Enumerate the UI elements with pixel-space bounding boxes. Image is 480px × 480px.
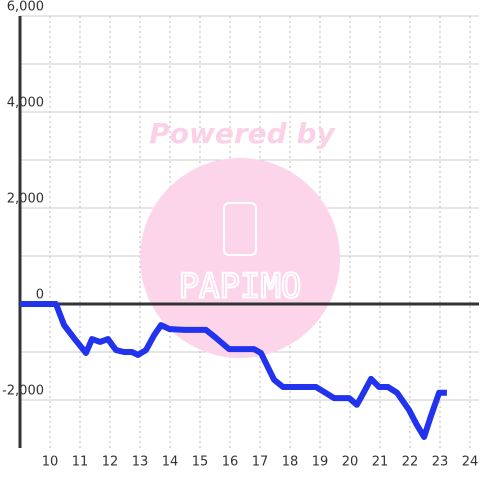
x-tick-label: 19	[312, 455, 329, 470]
watermark-icon	[223, 202, 257, 256]
x-tick-label: 10	[42, 455, 59, 470]
x-tick-label: 15	[192, 455, 209, 470]
x-tick-label: 23	[432, 455, 449, 470]
x-tick-label: 16	[222, 455, 239, 470]
x-tick-label: 18	[282, 455, 299, 470]
x-tick-label: 13	[132, 455, 149, 470]
x-tick-label: 24	[462, 455, 479, 470]
watermark-text: Powered by	[149, 117, 336, 150]
x-tick-label: 22	[402, 455, 419, 470]
watermark: Powered by PAPIMO	[140, 117, 340, 358]
y-tick-label: 6,000	[7, 0, 44, 15]
y-tick-label: 2,000	[7, 192, 44, 207]
x-tick-label: 14	[162, 455, 179, 470]
x-tick-label: 20	[342, 455, 359, 470]
x-tick-label: 11	[72, 455, 89, 470]
data-line	[20, 301, 447, 440]
y-tick-label: -2,000	[2, 384, 44, 399]
watermark-logo: PAPIMO	[179, 267, 302, 307]
y-tick-label: 0	[36, 288, 44, 303]
y-tick-label: 4,000	[7, 96, 44, 111]
x-tick-label: 21	[372, 455, 389, 470]
x-tick-label: 17	[252, 455, 269, 470]
watermark-circle	[140, 158, 340, 358]
x-tick-label: 12	[102, 455, 119, 470]
